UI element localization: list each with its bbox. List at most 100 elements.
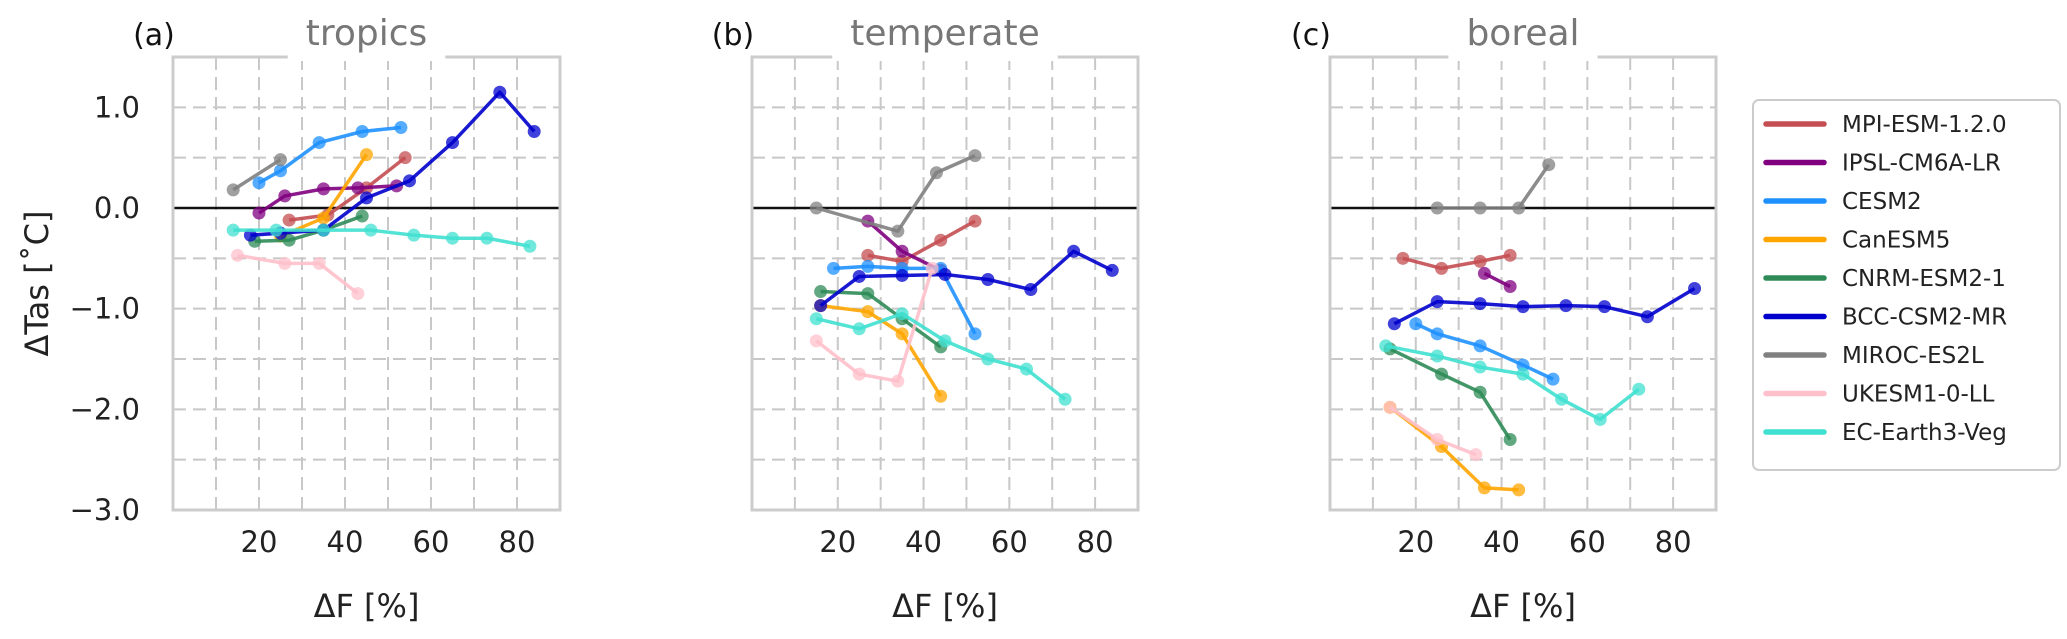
data-point [1555, 392, 1569, 406]
series-ukesm1-0-ll [1383, 400, 1483, 462]
data-point [364, 223, 378, 237]
panel-1: tropics (a) 20 40 60 80 ΔF [%] 1.0 0.0 −1.0 −2.0 −3… [18, 13, 562, 625]
series-cesm2 [252, 120, 408, 190]
series-line [819, 249, 1114, 308]
data-point [1409, 317, 1423, 331]
data-point [269, 223, 283, 237]
data-point [861, 248, 875, 262]
data-point [1593, 412, 1607, 426]
data-point [1516, 358, 1530, 372]
y-tick-label: 1.0 [94, 90, 140, 124]
series-ukesm1-0-ll [231, 248, 365, 301]
legend-item: EC-Earth3-Veg [1763, 420, 2007, 446]
series-ec-earth3-veg [226, 223, 537, 253]
data-point [809, 201, 823, 215]
data-point [1435, 367, 1449, 381]
data-point [1430, 295, 1444, 309]
series-cesm2 [1409, 317, 1560, 386]
x-tick-label: 20 [241, 525, 278, 559]
data-point [231, 248, 244, 262]
data-point [938, 334, 952, 348]
data-point [938, 267, 952, 281]
data-point [1383, 400, 1397, 414]
data-point [968, 327, 982, 341]
data-point [814, 285, 828, 299]
data-point [1473, 360, 1487, 374]
y-tick-label: −2.0 [70, 392, 140, 426]
data-point [312, 136, 326, 150]
data-point [226, 223, 240, 237]
panel-title: tropics [306, 13, 428, 54]
data-point [1477, 481, 1491, 495]
data-point [317, 182, 330, 196]
data-point [968, 214, 982, 228]
data-point [1430, 349, 1444, 363]
data-point [278, 256, 292, 270]
series-line [867, 219, 976, 264]
series-line [820, 289, 942, 349]
legend-label: EC-Earth3-Veg [1842, 420, 2007, 446]
series-bcc-csm2-mr [1387, 282, 1702, 331]
panel-3: boreal (c) 20 40 60 80 ΔF [%] [1291, 13, 1718, 625]
data-point [398, 151, 412, 165]
legend-label: CNRM-ESM2-1 [1842, 266, 2006, 292]
data-point [1396, 251, 1410, 265]
panel-letter: (a) [133, 18, 175, 53]
data-point [1512, 483, 1526, 497]
data-point [925, 261, 939, 275]
series-line [232, 158, 282, 192]
data-point [968, 149, 982, 163]
series-mpi-esm-1.2.0 [1396, 248, 1517, 275]
title-gap [832, 53, 1058, 61]
data-point [243, 228, 257, 242]
data-point [1473, 201, 1487, 215]
data-point [934, 389, 948, 403]
data-point [446, 231, 459, 245]
panel-title: boreal [1466, 13, 1579, 54]
data-point [1640, 310, 1654, 324]
data-point [351, 181, 365, 195]
legend-label: UKESM1-0-LL [1842, 382, 1995, 408]
x-tick-label: 80 [1655, 525, 1692, 559]
data-point [895, 268, 909, 282]
x-tick-label: 40 [905, 525, 942, 559]
plot-frame [171, 55, 562, 512]
y-axis-label: ΔTas [˚C] [18, 211, 56, 357]
series-miroc-es2l [809, 149, 982, 238]
data-point [407, 228, 421, 242]
panel-2: temperate (b) 20 40 60 80 ΔF [%] [712, 13, 1140, 625]
data-point [1559, 299, 1573, 313]
legend-item: IPSL-CM6A-LR [1763, 151, 2001, 177]
data-point [1503, 280, 1517, 294]
data-point [1688, 282, 1702, 296]
panel-letter: (b) [712, 18, 754, 53]
y-tick-label: −3.0 [70, 493, 140, 527]
series-line [254, 214, 363, 243]
data-point [226, 183, 240, 197]
x-tick-label: 80 [1077, 525, 1114, 559]
series-line [1402, 253, 1511, 271]
data-point [278, 189, 292, 203]
series-line [1389, 347, 1512, 441]
data-point [1473, 254, 1487, 268]
data-point [861, 259, 875, 273]
data-point [527, 124, 541, 138]
data-point [981, 272, 995, 286]
data-point [1542, 158, 1556, 172]
data-point [394, 120, 408, 134]
data-point [1473, 385, 1487, 399]
data-point [1503, 248, 1517, 262]
x-tick-label: 80 [499, 525, 536, 559]
data-point [891, 374, 905, 388]
data-point [1477, 266, 1491, 280]
data-point [1512, 201, 1526, 215]
data-point [1597, 300, 1611, 314]
data-point [360, 191, 373, 205]
title-gap [287, 53, 446, 61]
data-point [809, 312, 823, 326]
data-point [360, 148, 373, 162]
legend-label: BCC-CSM2-MR [1842, 305, 2007, 331]
data-point [891, 224, 905, 238]
data-point [480, 231, 494, 245]
data-point [1379, 339, 1393, 353]
